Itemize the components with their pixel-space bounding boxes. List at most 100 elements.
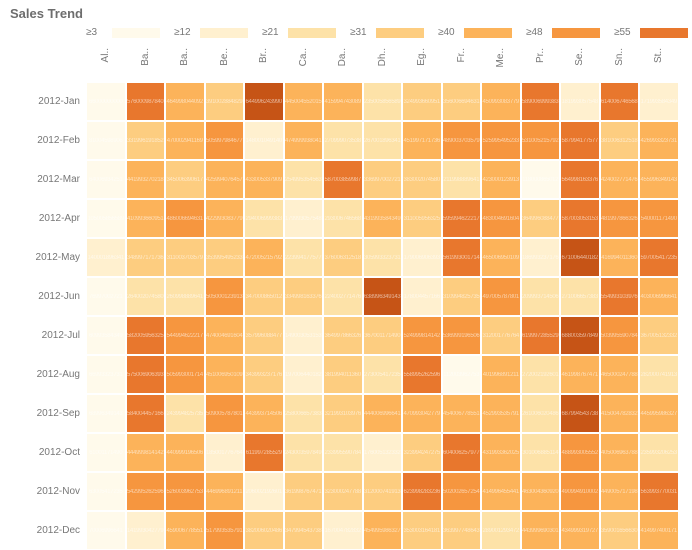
cell-value: 61001171490 [87, 434, 125, 471]
cell-value: 363997748643 [443, 512, 481, 549]
heatmap-cell: 112003962753 [442, 355, 482, 394]
row-header: 2012-Aug [8, 355, 86, 394]
heatmap-cell: 481997866326 [600, 199, 640, 238]
legend-label: ≥40 [438, 27, 460, 38]
legend-label: ≥3 [86, 27, 108, 38]
heatmap-cell: 517993535791 [205, 511, 245, 550]
cell-value: 267001896341 [364, 122, 402, 159]
cell-value: 688003597849 [561, 317, 599, 354]
heatmap-cell: 443999690301 [521, 511, 561, 550]
column-header: Sn.. [600, 46, 640, 82]
heatmap-cell: 422993083779 [205, 199, 245, 238]
heatmap-cell: 497005787801 [481, 277, 521, 316]
heatmap-cell: 426993323731 [639, 121, 679, 160]
heatmap-cell: 425994076457 [205, 160, 245, 199]
cell-value: 233995590784 [324, 434, 362, 471]
cell-value: 223994177577 [285, 239, 323, 276]
cell-value: 443993714506 [245, 395, 283, 432]
cell-value: 179006906393 [403, 239, 441, 276]
legend-item: ≥40 [438, 27, 512, 38]
legend-label: ≥31 [350, 27, 372, 38]
heatmap-cell: 483004691604 [481, 199, 521, 238]
cell-value: 489003703579 [443, 122, 481, 159]
cell-value: 364997866326 [324, 317, 362, 354]
cell-value: 595994622217 [443, 200, 481, 237]
cell-value: 357996088477 [245, 317, 283, 354]
heatmap-cell: 343993237176 [244, 355, 284, 394]
cell-value: 575006906393 [127, 356, 165, 393]
cell-value: 112003962753 [443, 356, 481, 393]
heatmap-cell: 334998163376 [284, 277, 324, 316]
heatmap-cell: 141993042779 [126, 511, 166, 550]
cell-value: 517993535791 [206, 512, 244, 549]
heatmap-cell: 289001293472 [481, 511, 521, 550]
heatmap-cell: 345006390617 [165, 160, 205, 199]
cell-value: 459006778551 [166, 512, 204, 549]
row-header: 2012-Jan [8, 82, 86, 121]
heatmap-cell: 311005956325 [402, 199, 442, 238]
cell-value: 76997002721 [87, 278, 125, 315]
heatmap-cell: 587003859987 [323, 160, 363, 199]
heatmap-cell: 434999319727 [560, 511, 600, 550]
cell-value: 582005956325 [127, 317, 165, 354]
heatmap-cell: 243003597849 [284, 433, 324, 472]
cell-value: 465000247788 [601, 356, 639, 393]
cell-value: 502002657254 [443, 473, 481, 510]
heatmap-cell: 582005956325 [126, 316, 166, 355]
cell-value: 105005856589 [87, 200, 125, 237]
heatmap-cell: 336997002721 [363, 160, 403, 199]
heatmap-cell: 558995262596 [402, 355, 442, 394]
cell-value: 312001776764 [482, 317, 520, 354]
heatmap-cell: 323000247788 [323, 472, 363, 511]
heatmap-cell: 68996349143 [86, 394, 126, 433]
heatmap-cell: 503995590784 [600, 316, 640, 355]
cell-value: 505997984677 [206, 122, 244, 159]
cell-value: 619997285529 [522, 317, 560, 354]
cell-value: 197006440182 [285, 356, 323, 393]
cell-value: 305993323731 [364, 239, 402, 276]
heatmap-cell: 264002074580 [126, 277, 166, 316]
cell-value: 171993584349 [640, 83, 678, 120]
cell-value: 423000123913 [482, 161, 520, 198]
cell-value: 66993323731 [87, 356, 125, 393]
heatmap-cell: 254995354563 [284, 160, 324, 199]
cell-value: 503995590784 [601, 317, 639, 354]
cell-value: 505993001714 [166, 356, 204, 393]
heatmap-cell: 623998283236 [402, 472, 442, 511]
legend-label: ≥55 [614, 27, 636, 38]
cell-value: 444999814142 [127, 434, 165, 471]
cell-value: 258006657383 [285, 395, 323, 432]
heatmap-cell: 258006657383 [284, 394, 324, 433]
cell-value: 452993535791 [482, 395, 520, 432]
cell-value: 149003053153 [285, 317, 323, 354]
cell-value: 364996088477 [522, 200, 560, 237]
cell-value: 353995495233 [206, 239, 244, 276]
cell-value: 261006020486 [522, 395, 560, 432]
heatmap-grid: Al..Ba..Ba..Be..Br..Ca..Da..Dh..Eg..Fr..… [8, 46, 684, 550]
heatmap-cell: 687994543738 [560, 394, 600, 433]
heatmap-cell: 431993362025 [481, 433, 521, 472]
heatmap-cell: 443993714506 [244, 394, 284, 433]
heatmap-cell: 167004782832 [323, 511, 363, 550]
row-header: 2012-Sep [8, 394, 86, 433]
cell-value: 361998767471 [285, 473, 323, 510]
cell-value: 60993584349 [87, 317, 125, 354]
heatmap-cell: 118000865012 [521, 160, 561, 199]
cell-value: 273005417235 [364, 356, 402, 393]
heatmap-cell: 444999814142 [126, 433, 166, 472]
cell-value: 310994825735 [443, 278, 481, 315]
heatmap-cell: 312000741913 [363, 472, 403, 511]
cell-value: 383002074580 [403, 161, 441, 198]
cell-value: 540001171490 [640, 200, 678, 237]
heatmap-cell: 463004360920 [521, 472, 561, 511]
cell-value: 148001049140 [245, 122, 283, 159]
cell-value: 455996349143 [640, 161, 678, 198]
cell-value: 638996349143 [364, 278, 402, 315]
cell-value: 472005215792 [245, 239, 283, 276]
cell-value: 347000865012 [245, 278, 283, 315]
heatmap-cell: 576000987840 [126, 82, 166, 121]
chart-title: Sales Trend [10, 6, 684, 21]
cell-value: 486006694631 [166, 200, 204, 237]
cell-value: 414997400171 [640, 512, 678, 549]
cell-value: 444006996641 [364, 395, 402, 432]
